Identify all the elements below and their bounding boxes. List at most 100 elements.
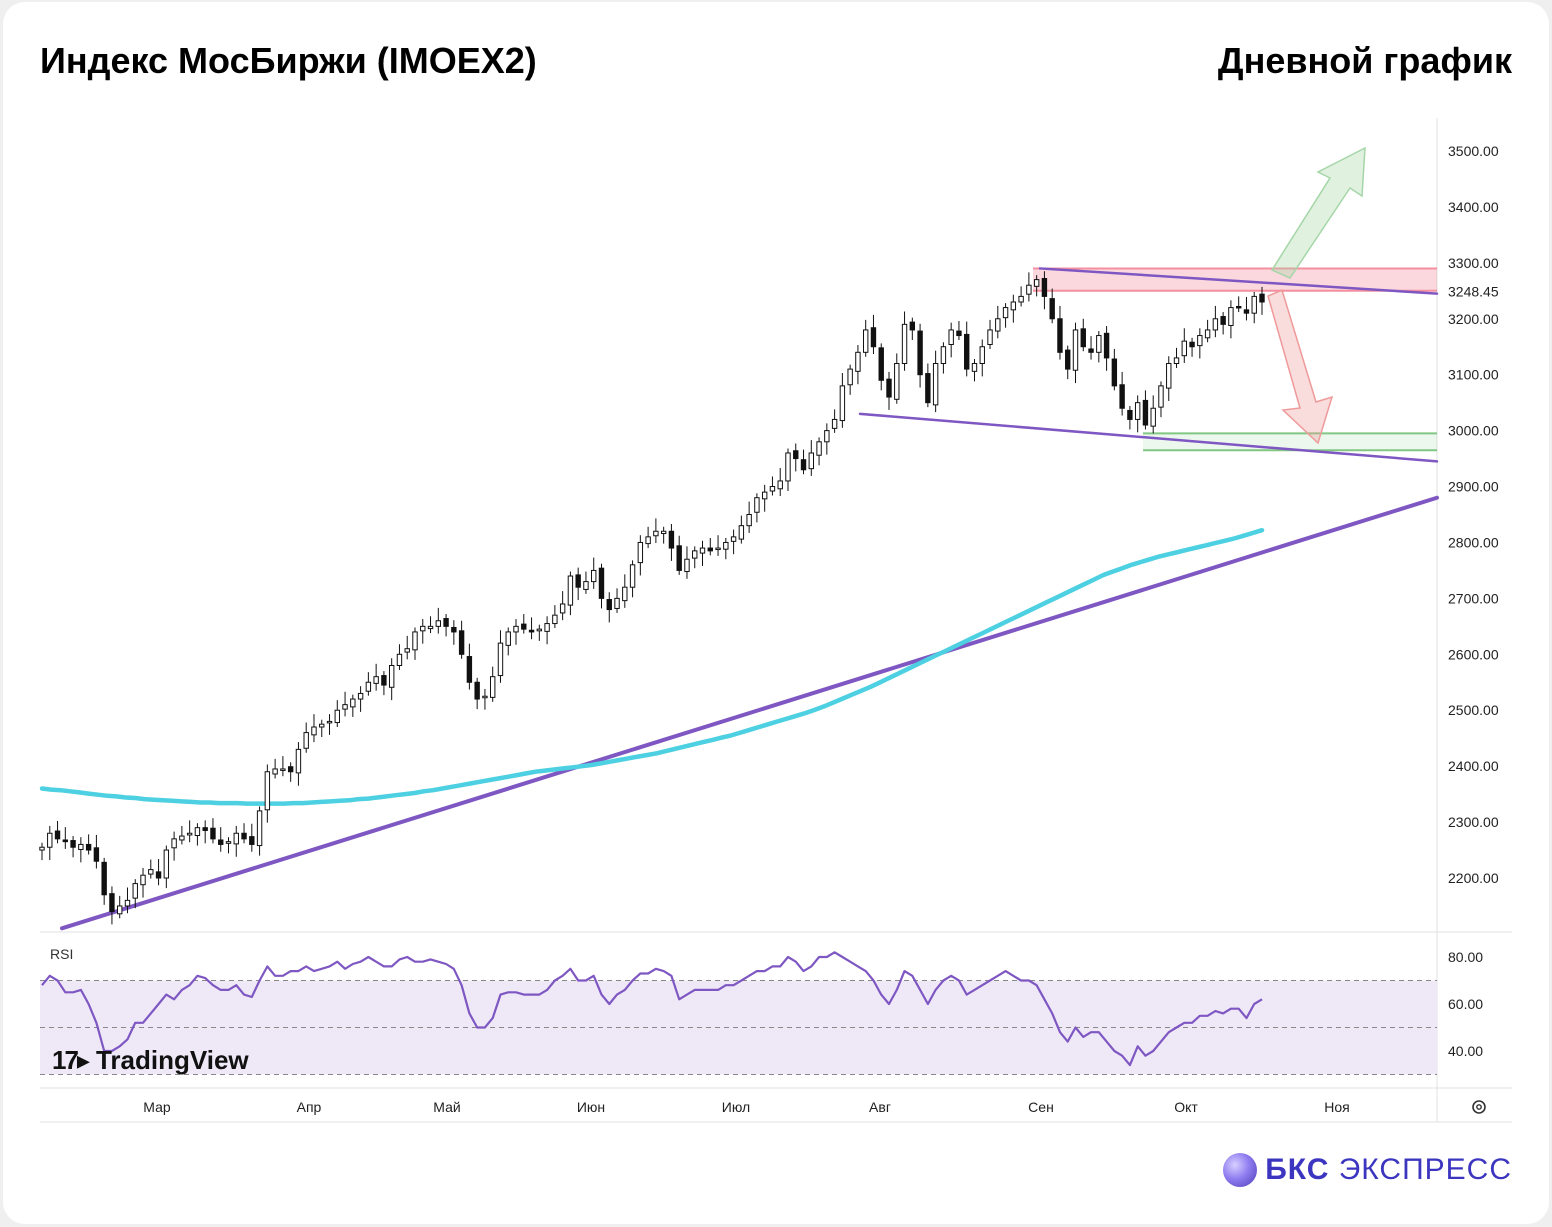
candle xyxy=(365,672,372,696)
candle-body xyxy=(443,618,449,627)
candle-body xyxy=(319,723,325,728)
candle-body xyxy=(163,849,170,879)
candle-body xyxy=(311,726,317,736)
candle-body xyxy=(490,676,496,698)
candle xyxy=(451,620,457,645)
candle-body xyxy=(388,664,395,688)
candle xyxy=(575,567,581,601)
candle-body xyxy=(1204,329,1211,339)
candle-body xyxy=(295,748,302,774)
candle xyxy=(917,323,923,388)
rsi-tick-label: 80.00 xyxy=(1448,949,1483,965)
candle-body xyxy=(249,836,255,845)
candle-body xyxy=(1002,307,1009,319)
candle xyxy=(598,563,605,609)
candle xyxy=(637,535,644,576)
candle-body xyxy=(1072,329,1079,371)
candle xyxy=(971,359,978,382)
candle-body xyxy=(148,869,154,875)
candle xyxy=(490,666,496,702)
price-tick-label: 2300.00 xyxy=(1448,814,1499,830)
candle xyxy=(443,614,449,637)
candle xyxy=(1080,318,1086,352)
brand-logo: БКС ЭКСПРЕСС xyxy=(1223,1153,1512,1187)
candle-body xyxy=(140,874,146,886)
candle-body xyxy=(39,846,45,851)
candle-body xyxy=(521,623,527,630)
candle-body xyxy=(256,810,263,847)
month-label: Ноя xyxy=(1324,1099,1349,1115)
price-tick-label: 3100.00 xyxy=(1448,367,1499,383)
candle xyxy=(85,834,92,855)
candle xyxy=(622,574,628,608)
candle-body xyxy=(917,330,923,376)
candle-body xyxy=(350,698,356,708)
candle-body xyxy=(738,525,745,540)
candle xyxy=(225,837,232,854)
candle-body xyxy=(1243,309,1250,314)
candle-body xyxy=(497,642,504,677)
candle-body xyxy=(1065,349,1071,370)
candle xyxy=(420,619,426,644)
candle-body xyxy=(567,575,574,606)
candle-body xyxy=(179,835,185,841)
candle-body xyxy=(645,536,651,545)
candle xyxy=(256,806,263,856)
candle-body xyxy=(769,486,776,492)
candle xyxy=(536,624,543,641)
candle xyxy=(1127,406,1133,430)
candle xyxy=(163,845,170,889)
candle xyxy=(241,823,247,844)
candle xyxy=(210,818,216,844)
candle-body xyxy=(824,430,830,443)
candle-body xyxy=(940,346,947,365)
candle xyxy=(761,484,768,512)
gear-icon[interactable] xyxy=(1472,1100,1486,1114)
candle xyxy=(132,879,138,909)
candle-body xyxy=(1212,318,1219,331)
candle xyxy=(474,677,480,710)
candle xyxy=(940,342,947,374)
price-axis: 3500.00 3400.00 3300.00 3200.00 3100.00 3000.… xyxy=(1448,143,1499,886)
candle-body xyxy=(326,720,333,724)
candle xyxy=(513,619,519,645)
candle-body xyxy=(1026,284,1032,295)
timeframe-label: Дневной график xyxy=(1217,40,1512,81)
candle-body xyxy=(614,597,620,609)
candle xyxy=(1010,294,1017,323)
candle xyxy=(140,867,146,898)
candle xyxy=(800,449,807,475)
candle-body xyxy=(1080,328,1086,348)
rsi-line xyxy=(41,951,1263,1067)
candle-body xyxy=(583,581,589,590)
candle-body xyxy=(1181,340,1187,357)
candle xyxy=(785,448,791,492)
candle xyxy=(1189,337,1195,357)
candle-body xyxy=(591,569,597,583)
candle xyxy=(1072,322,1079,384)
arrow-up-icon xyxy=(1270,146,1366,279)
candle xyxy=(171,831,177,861)
candle xyxy=(47,825,53,861)
candle-body xyxy=(54,830,61,840)
brand-name: БКС ЭКСПРЕСС xyxy=(1265,1153,1512,1187)
candle-body xyxy=(1228,307,1234,326)
candle-body xyxy=(1018,295,1024,303)
candle-body xyxy=(1173,357,1180,365)
candle-body xyxy=(575,574,581,588)
candle xyxy=(109,886,115,925)
candle xyxy=(194,823,201,846)
candle xyxy=(272,758,278,779)
candle xyxy=(870,314,877,355)
candle xyxy=(357,686,364,712)
candle-body xyxy=(466,656,473,683)
candle-body xyxy=(1127,409,1133,420)
tradingview-watermark: 17▸ TradingView xyxy=(52,1045,249,1076)
candle-body xyxy=(552,614,558,625)
candle-body xyxy=(808,452,814,470)
candle xyxy=(404,635,410,660)
month-label: Авг xyxy=(869,1099,891,1115)
candle xyxy=(1041,271,1048,310)
candle-body xyxy=(78,843,84,850)
